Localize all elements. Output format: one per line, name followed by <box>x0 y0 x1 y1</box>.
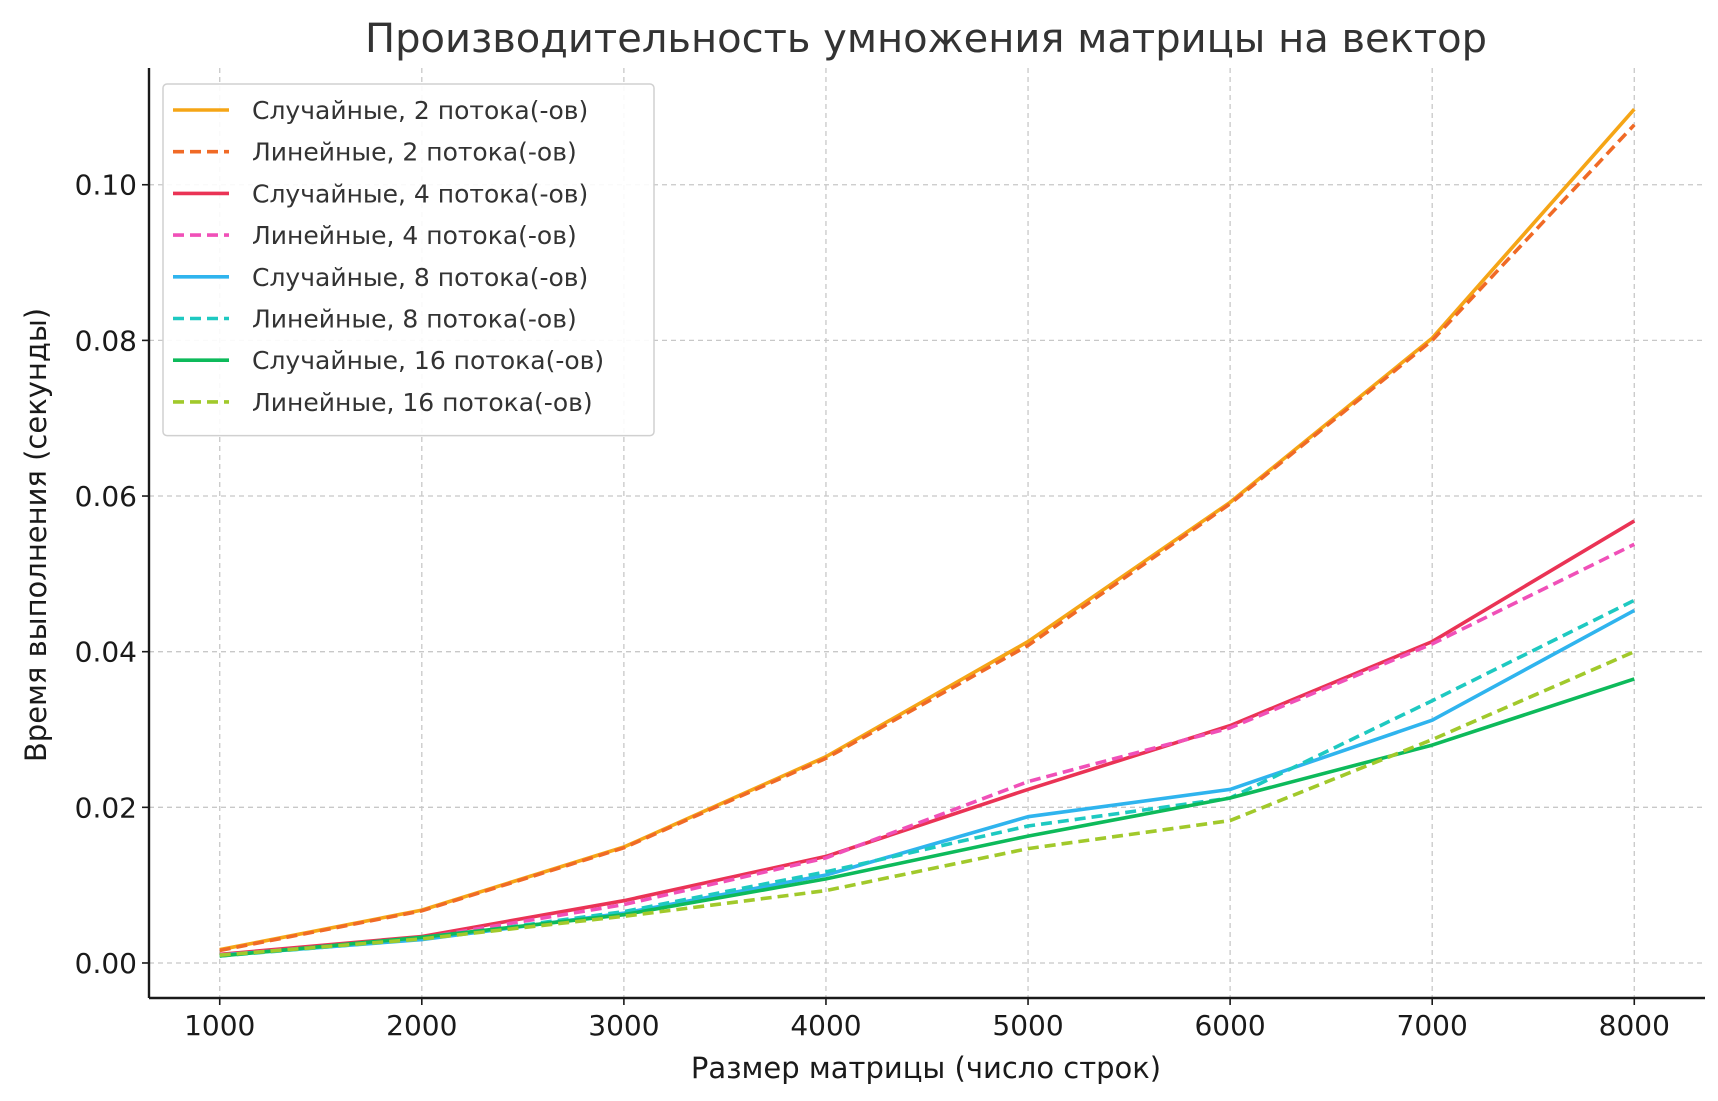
chart-title: Производительность умножения матрицы на … <box>365 16 1487 62</box>
x-tick-label: 7000 <box>1397 1009 1468 1042</box>
legend-label-7: Случайные, 16 потока(-ов) <box>252 346 604 375</box>
legend-label-1: Случайные, 2 потока(-ов) <box>252 96 588 125</box>
legend-label-6: Линейные, 8 потока(-ов) <box>252 305 577 334</box>
series-line-6 <box>219 598 1636 958</box>
series-line-5 <box>219 608 1636 957</box>
series-line-7 <box>219 677 1635 958</box>
x-tick-label: 2000 <box>386 1009 457 1042</box>
y-tick-label: 0.00 <box>75 947 137 980</box>
legend: Случайные, 2 потока(-ов) Линейные, 2 пото… <box>162 83 655 437</box>
y-tick-label: 0.02 <box>75 791 137 824</box>
y-tick-label: 0.06 <box>75 480 137 513</box>
y-tick-label: 0.08 <box>75 324 137 357</box>
legend-label-2: Линейные, 2 потока(-ов) <box>252 138 577 167</box>
tick-labels: 1000 2000 3000 4000 5000 6000 7000 8000 0.00 0.02… <box>75 169 1670 1042</box>
x-tick-label: 8000 <box>1599 1009 1670 1042</box>
series-line-3 <box>219 519 1636 957</box>
x-axis-title: Размер матрицы (число строк) <box>691 1051 1161 1085</box>
x-tick-label: 5000 <box>992 1009 1063 1042</box>
legend-label-3: Случайные, 4 потока(-ов) <box>252 179 588 208</box>
y-tick-label: 0.04 <box>75 636 137 669</box>
series-lines <box>219 108 1636 958</box>
x-tick-label: 1000 <box>184 1009 255 1042</box>
y-axis-title: Время выполнения (секунды) <box>19 308 53 762</box>
x-tick-label: 4000 <box>790 1009 861 1042</box>
legend-box <box>162 83 655 437</box>
legend-label-5: Случайные, 8 потока(-ов) <box>252 263 588 292</box>
x-tick-label: 6000 <box>1194 1009 1265 1042</box>
legend-label-4: Линейные, 4 потока(-ов) <box>252 221 577 250</box>
x-tick-label: 3000 <box>588 1009 659 1042</box>
y-tick-label: 0.10 <box>75 169 137 202</box>
series-line-2 <box>219 123 1636 953</box>
legend-label-8: Линейные, 16 потока(-ов) <box>252 388 593 417</box>
axes <box>147 68 1705 1000</box>
grid-lines <box>149 68 1705 998</box>
series-line-4 <box>219 542 1636 957</box>
